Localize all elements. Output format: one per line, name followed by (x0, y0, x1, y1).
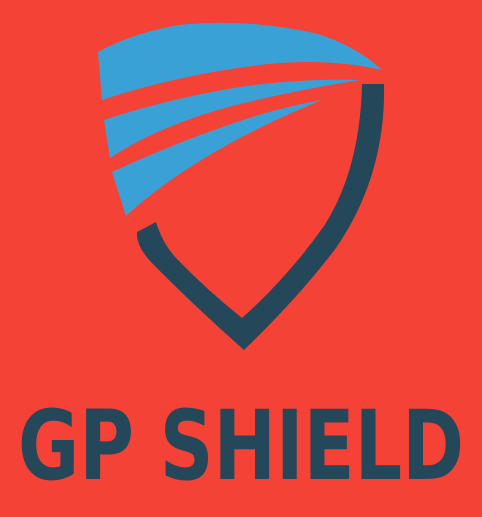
shield-stripe-middle (104, 79, 360, 158)
wordmark: GP SHIELD (0, 378, 482, 517)
shield-icon (98, 22, 385, 350)
logo-text: GP SHIELD (18, 390, 464, 502)
shield-outline (136, 84, 385, 350)
shield-stripe-top (98, 22, 382, 100)
wordmark-background (0, 378, 482, 517)
shield-stripe-bottom (112, 100, 322, 216)
